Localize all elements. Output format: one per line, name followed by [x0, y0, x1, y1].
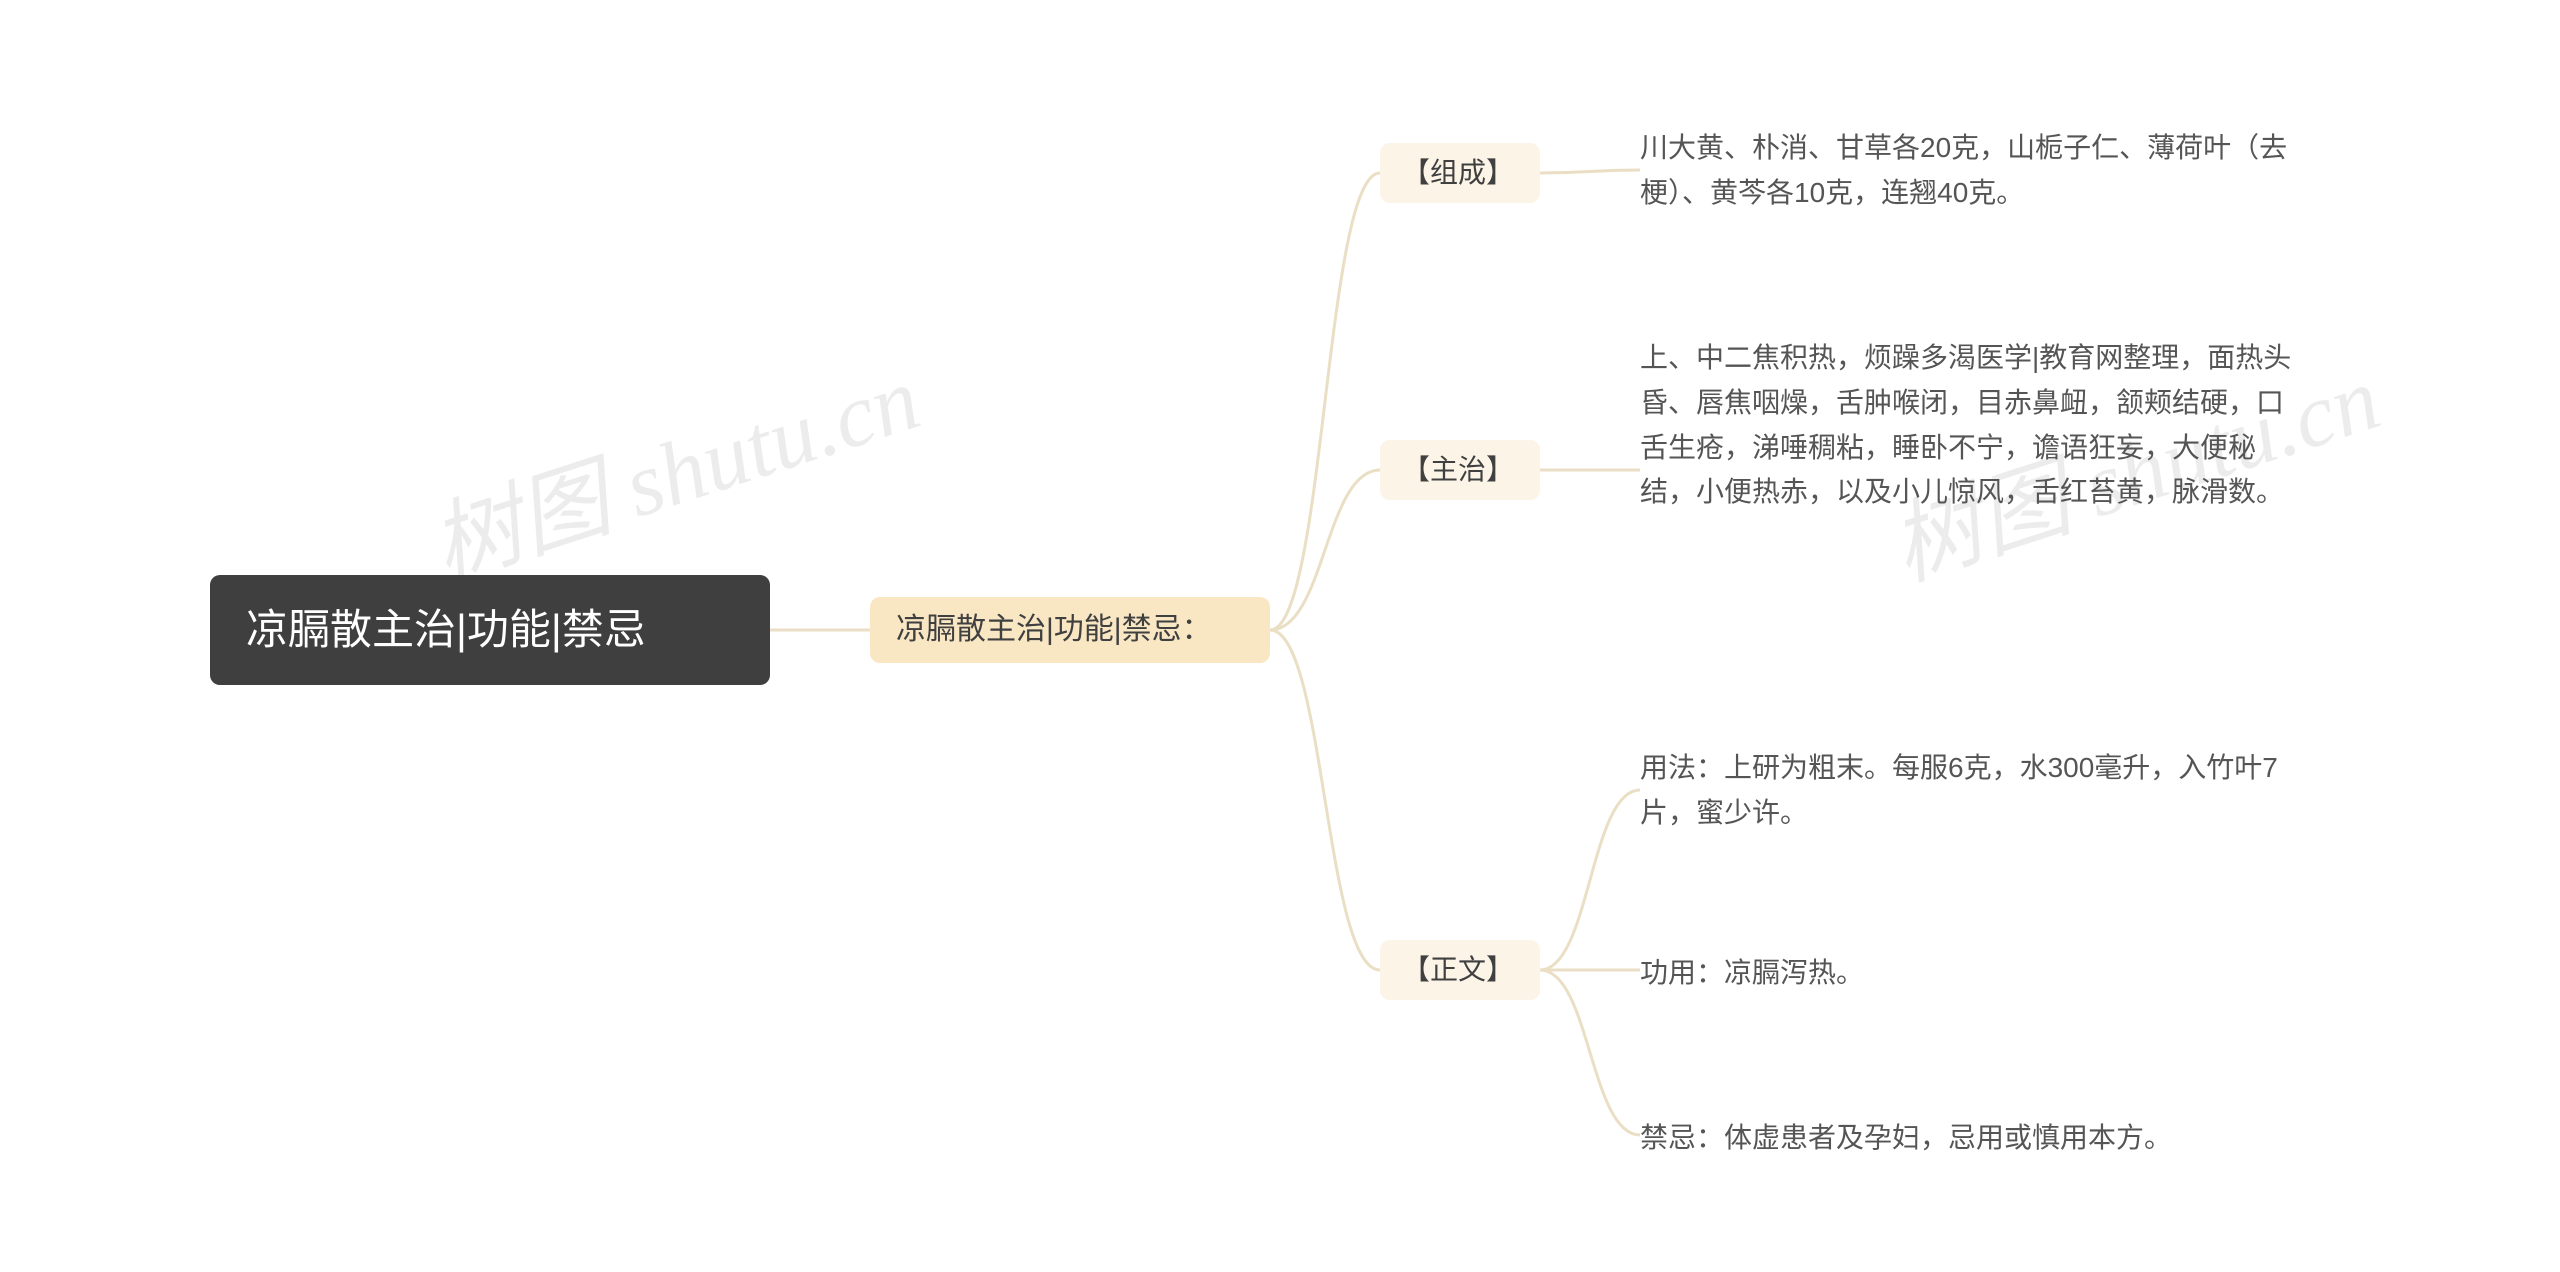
branch-zhengwen[interactable]: 【正文】	[1380, 940, 1540, 1000]
root-node[interactable]: 凉膈散主治|功能|禁忌	[210, 575, 770, 685]
leaf-zhengwen-2[interactable]: 禁忌：体虚患者及孕妇，忌用或慎用本方。	[1640, 1110, 2290, 1167]
branch-zucheng-label: 【组成】	[1402, 151, 1514, 196]
leaf-zucheng-0[interactable]: 川大黄、朴消、甘草各20克，山栀子仁、薄荷叶（去梗）、黄芩各10克，连翘40克。	[1640, 120, 2290, 222]
mindmap-canvas: 树图 shutu.cn 树图 shutu.cn 凉膈散主治|功能|禁忌 凉膈散主…	[0, 0, 2560, 1272]
branch-zhuzhi-label: 【主治】	[1402, 448, 1514, 493]
watermark-1: 树图 shutu.cn	[412, 325, 932, 605]
branch-zhengwen-label: 【正文】	[1402, 948, 1514, 993]
leaf-zhengwen-0[interactable]: 用法：上研为粗末。每服6克，水300毫升，入竹叶7片，蜜少许。	[1640, 740, 2290, 842]
level1-node[interactable]: 凉膈散主治|功能|禁忌：	[870, 597, 1270, 663]
leaf-zucheng-0-text: 川大黄、朴消、甘草各20克，山栀子仁、薄荷叶（去梗）、黄芩各10克，连翘40克。	[1640, 126, 2290, 216]
level1-label: 凉膈散主治|功能|禁忌：	[896, 606, 1212, 654]
leaf-zhengwen-2-text: 禁忌：体虚患者及孕妇，忌用或慎用本方。	[1640, 1116, 2172, 1161]
leaf-zhengwen-0-text: 用法：上研为粗末。每服6克，水300毫升，入竹叶7片，蜜少许。	[1640, 746, 2290, 836]
branch-zucheng[interactable]: 【组成】	[1380, 143, 1540, 203]
leaf-zhengwen-1-text: 功用：凉膈泻热。	[1640, 951, 1864, 996]
leaf-zhengwen-1[interactable]: 功用：凉膈泻热。	[1640, 945, 2290, 1002]
branch-zhuzhi[interactable]: 【主治】	[1380, 440, 1540, 500]
leaf-zhuzhi-0-text: 上、中二焦积热，烦躁多渴医学|教育网整理，面热头昏、唇焦咽燥，舌肿喉闭，目赤鼻衄…	[1640, 336, 2300, 515]
root-label: 凉膈散主治|功能|禁忌	[246, 596, 646, 663]
leaf-zhuzhi-0[interactable]: 上、中二焦积热，烦躁多渴医学|教育网整理，面热头昏、唇焦咽燥，舌肿喉闭，目赤鼻衄…	[1640, 330, 2300, 521]
